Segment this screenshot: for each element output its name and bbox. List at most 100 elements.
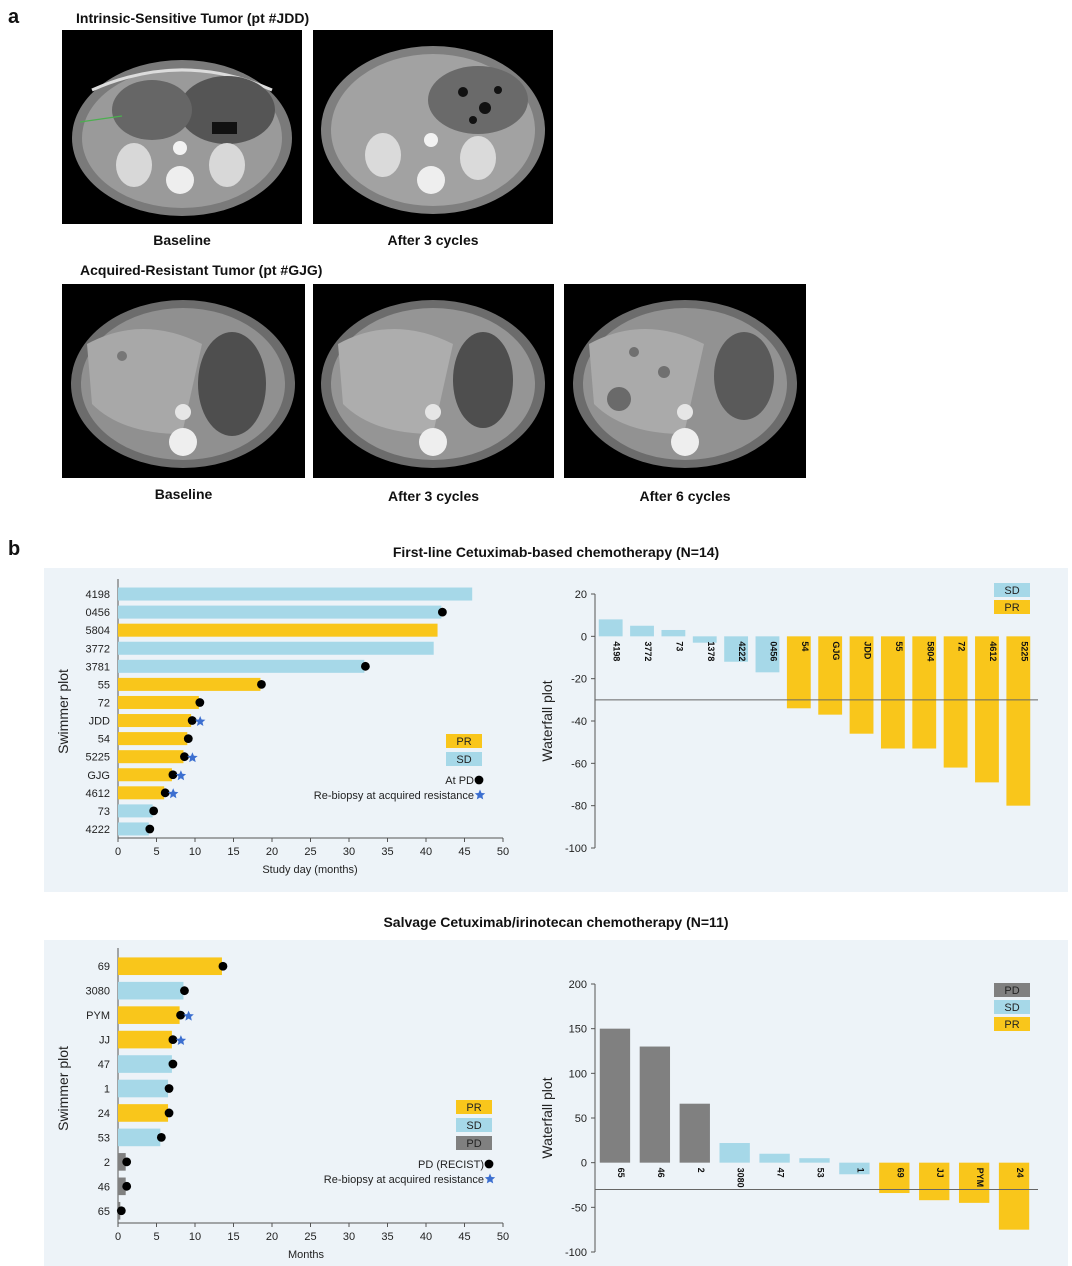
pd-marker <box>168 1059 178 1069</box>
legend-rebiopsy-star <box>474 789 486 800</box>
waterfall-bar <box>943 636 968 768</box>
legend-label: SD <box>456 754 471 766</box>
x-axis-label: Study day (months) <box>262 864 357 876</box>
y-tick-label: 50 <box>575 1113 587 1125</box>
patient-label: 1 <box>104 1084 110 1096</box>
waterfall-bar <box>755 636 780 673</box>
legend-pd-marker <box>484 1159 494 1169</box>
category-label: 73 <box>674 641 684 651</box>
legend-label: PR <box>1004 1019 1019 1031</box>
x-tick-label: 20 <box>266 1231 278 1243</box>
waterfall-bar <box>818 636 843 715</box>
legend-rebiopsy-label: Re-biopsy at acquired resistance <box>324 1174 484 1186</box>
patient-label: GJG <box>87 770 110 782</box>
y-tick-label: 20 <box>575 589 587 601</box>
y-axis-label: Swimmer plot <box>55 1046 71 1131</box>
pd-marker <box>116 1206 126 1216</box>
waterfall-bar <box>958 1162 990 1203</box>
legend-swatch <box>456 1100 492 1114</box>
category-label: 3080 <box>736 1168 746 1188</box>
patient-label: 55 <box>98 679 110 691</box>
legend-swatch <box>994 983 1030 997</box>
category-label: JDD <box>863 641 873 660</box>
rebiopsy-star <box>183 1010 194 1021</box>
panel-b-letter: b <box>8 538 21 560</box>
rebiopsy-star <box>175 770 187 781</box>
swimmer-bar <box>118 623 438 637</box>
legend-label: PR <box>456 736 471 748</box>
ct-scan-jdd-baseline <box>62 30 302 224</box>
x-tick-label: 5 <box>153 1231 159 1243</box>
section2-panel <box>44 940 1068 1266</box>
waterfall-bar <box>599 1028 631 1163</box>
category-label: 24 <box>1015 1168 1025 1178</box>
legend-swatch <box>994 1017 1030 1031</box>
waterfall-bar <box>919 1162 950 1201</box>
swimmer-bar <box>118 732 188 746</box>
swimmer-bar <box>118 1079 169 1098</box>
waterfall-bar <box>679 1103 710 1163</box>
legend-label: PR <box>466 1102 481 1114</box>
category-label: 5225 <box>1019 641 1029 661</box>
y-tick-label: -50 <box>571 1202 587 1214</box>
y-tick-label: 100 <box>569 1068 587 1080</box>
row1-caption-after-3-cycles: After 3 cycles <box>387 232 479 248</box>
swimmer-bar <box>118 1006 180 1024</box>
swimmer-bar <box>118 804 153 818</box>
category-label: GJG <box>831 641 841 660</box>
y-tick-label: -80 <box>571 801 587 813</box>
pd-marker <box>176 1010 186 1020</box>
x-tick-label: 50 <box>497 1231 509 1243</box>
ct-scan-gjg-after-3-cycles <box>313 284 554 478</box>
legend-swatch <box>994 600 1030 614</box>
waterfall-bar <box>661 629 686 637</box>
x-tick-label: 45 <box>458 846 470 858</box>
x-axis-label: Months <box>288 1249 325 1261</box>
x-tick-label: 10 <box>189 846 201 858</box>
x-tick-label: 40 <box>420 1231 432 1243</box>
legend-pd-label: At PD <box>445 775 474 787</box>
y-axis-label: Waterfall plot <box>539 1077 555 1158</box>
ct-scan-gjg-baseline <box>62 284 305 478</box>
patient-label: JDD <box>89 716 110 728</box>
x-tick-label: 45 <box>458 1231 470 1243</box>
patient-label: 5225 <box>86 752 110 764</box>
waterfall-bar <box>719 1143 750 1163</box>
waterfall-bar <box>975 636 999 783</box>
y-axis-label: Waterfall plot <box>539 680 555 761</box>
swimmer-bar <box>118 822 149 836</box>
pd-marker <box>180 986 189 996</box>
legend-swatch <box>456 1136 492 1150</box>
pd-marker <box>160 788 170 798</box>
y-axis-label: Swimmer plot <box>55 669 71 754</box>
y-tick-label: 150 <box>569 1024 587 1036</box>
swimmer-plot-salvage: 0 5 10 15 20 25 30 35 40 45 50 69 3080 PYM JJ 47 1 24 53 2 4… <box>55 948 509 1261</box>
swimmer-bar <box>118 587 473 601</box>
legend-swatch <box>446 752 482 766</box>
pd-marker <box>149 806 159 816</box>
category-label: 69 <box>895 1168 905 1178</box>
category-label: 1378 <box>706 641 716 661</box>
patient-label: 3772 <box>86 643 110 655</box>
legend-label: PD <box>1004 985 1019 997</box>
x-tick-label: 0 <box>115 1231 121 1243</box>
x-tick-label: 40 <box>420 846 432 858</box>
y-tick-label: -100 <box>565 843 587 855</box>
swimmer-bar <box>118 714 192 728</box>
swimmer-bar <box>118 1177 126 1196</box>
legend-rebiopsy-star <box>484 1173 496 1184</box>
x-tick-label: 15 <box>227 846 239 858</box>
x-tick-label: 20 <box>266 846 278 858</box>
pd-marker <box>122 1157 132 1167</box>
y-tick-label: 200 <box>569 979 587 991</box>
category-label: PYM <box>975 1168 985 1188</box>
legend-label: SD <box>1004 1002 1019 1014</box>
swimmer-bar <box>118 1030 172 1049</box>
waterfall-bar <box>724 636 749 662</box>
swimmer-bar <box>118 641 434 655</box>
waterfall-bar <box>786 636 811 709</box>
category-label: 53 <box>816 1168 826 1178</box>
category-label: 46 <box>656 1168 666 1178</box>
waterfall-bar <box>630 625 654 637</box>
rebiopsy-star <box>194 716 206 726</box>
